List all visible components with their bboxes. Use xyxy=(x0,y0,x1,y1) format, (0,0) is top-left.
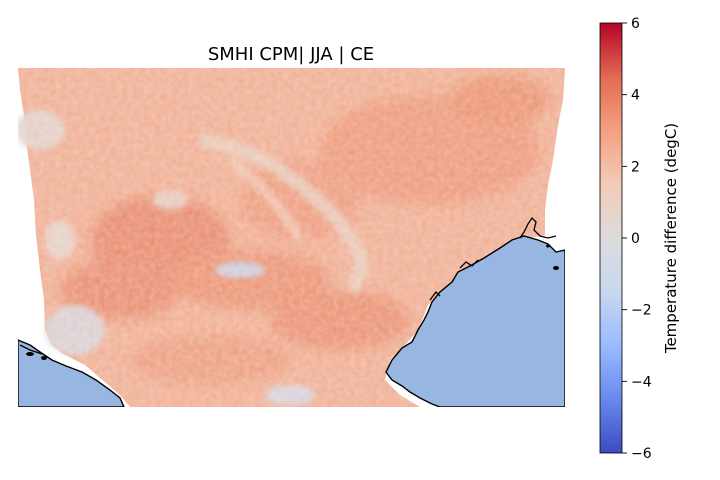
map-panel xyxy=(18,68,565,407)
colorbar-tick-label: −4 xyxy=(631,374,652,390)
land-texture xyxy=(18,68,565,407)
islands xyxy=(26,244,559,360)
colorbar-tick-label: 6 xyxy=(631,16,640,32)
colorbar-tick-label: −6 xyxy=(631,446,652,462)
colorbar-tick-label: 0 xyxy=(631,231,640,247)
colorbar: −6 −4 −2 0 2 4 6 Temperature difference (degC) xyxy=(599,16,680,462)
sea-mediterranean-east xyxy=(385,235,565,407)
colorbar-ticks: −6 −4 −2 0 2 4 6 xyxy=(622,16,652,462)
colorbar-tick-label: −2 xyxy=(631,303,652,319)
colorbar-tick-label: 2 xyxy=(631,159,640,175)
colorbar-tick-label: 4 xyxy=(631,88,640,104)
colorbar-gradient xyxy=(599,22,623,454)
temperature-field xyxy=(18,68,565,407)
map-title: SMHI CPM| JJA | CE xyxy=(208,44,374,65)
colorbar-label: Temperature difference (degC) xyxy=(662,123,680,354)
coastline-details xyxy=(19,216,557,355)
